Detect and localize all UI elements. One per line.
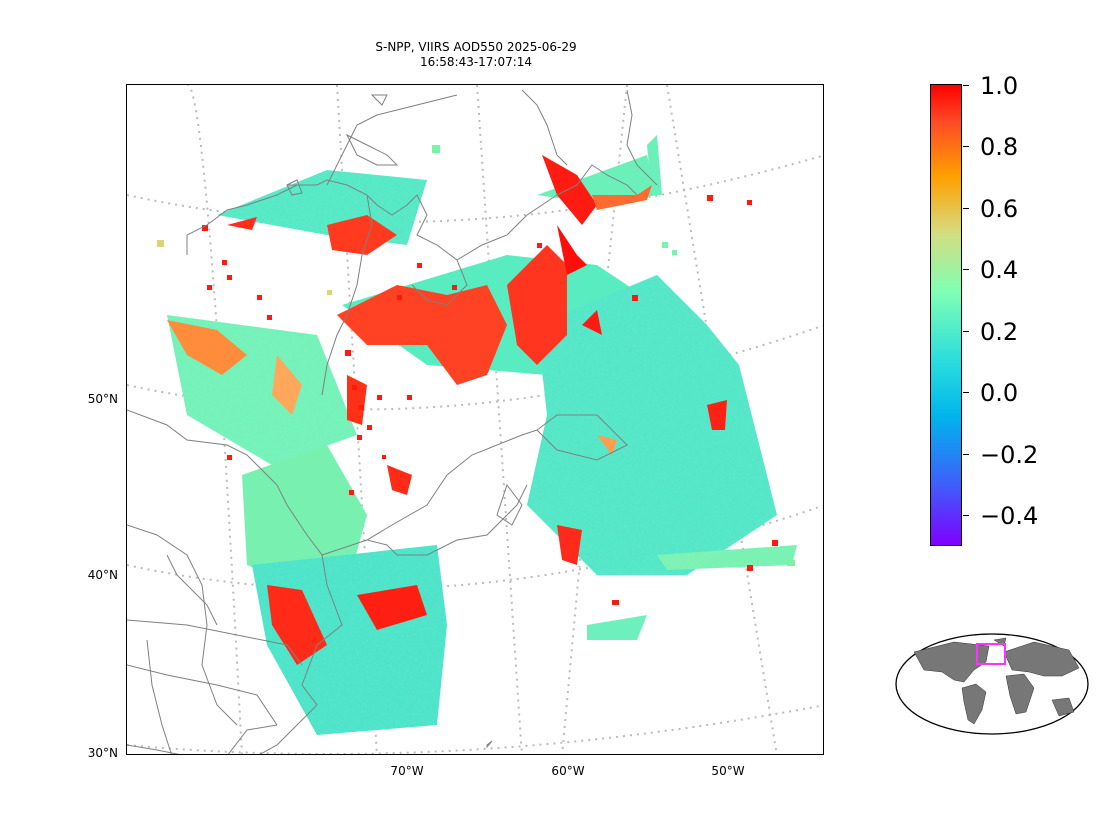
colorbar-label: 0.8 bbox=[980, 133, 1019, 161]
lat-label-50: 50°N bbox=[87, 392, 118, 406]
colorbar-tick bbox=[963, 146, 969, 148]
region-highlight bbox=[976, 643, 1006, 665]
colorbar-label: 1.0 bbox=[980, 72, 1019, 100]
high-aod-regions bbox=[167, 155, 727, 665]
colorbar-label: 0.4 bbox=[980, 256, 1019, 284]
lon-label-50w: 50°W bbox=[711, 764, 745, 778]
lat-label-30: 30°N bbox=[87, 746, 118, 760]
lon-label-60w: 60°W bbox=[551, 764, 585, 778]
lon-label-70w: 70°W bbox=[390, 764, 424, 778]
colorbar-label: 0.2 bbox=[980, 318, 1019, 346]
colorbar bbox=[930, 84, 962, 546]
coastlines bbox=[127, 89, 658, 754]
title-line-1: S-NPP, VIIRS AOD550 2025-06-29 bbox=[375, 40, 577, 54]
aod-map bbox=[126, 84, 824, 755]
scattered-pixels bbox=[202, 195, 778, 605]
colorbar-label: −0.4 bbox=[980, 502, 1039, 530]
title-line-2: 16:58:43-17:07:14 bbox=[419, 55, 533, 69]
chart-title: S-NPP, VIIRS AOD550 2025-06-29 16:58:43-… bbox=[126, 40, 826, 70]
scattered-green-pixels bbox=[157, 145, 795, 566]
colorbar-tick bbox=[963, 454, 969, 456]
colorbar-tick bbox=[963, 515, 969, 517]
colorbar-label: 0.6 bbox=[980, 195, 1019, 223]
colorbar-label: 0.0 bbox=[980, 379, 1019, 407]
world-locator-map-icon bbox=[894, 632, 1090, 736]
colorbar-tick bbox=[963, 331, 969, 333]
colorbar-tick bbox=[963, 208, 969, 210]
map-canvas bbox=[127, 85, 823, 754]
aod-swath bbox=[167, 135, 797, 735]
colorbar-tick bbox=[963, 392, 969, 394]
colorbar-tick bbox=[963, 269, 969, 271]
colorbar-tick bbox=[963, 85, 969, 87]
lat-label-40: 40°N bbox=[87, 568, 118, 582]
colorbar-label: −0.2 bbox=[980, 441, 1039, 469]
